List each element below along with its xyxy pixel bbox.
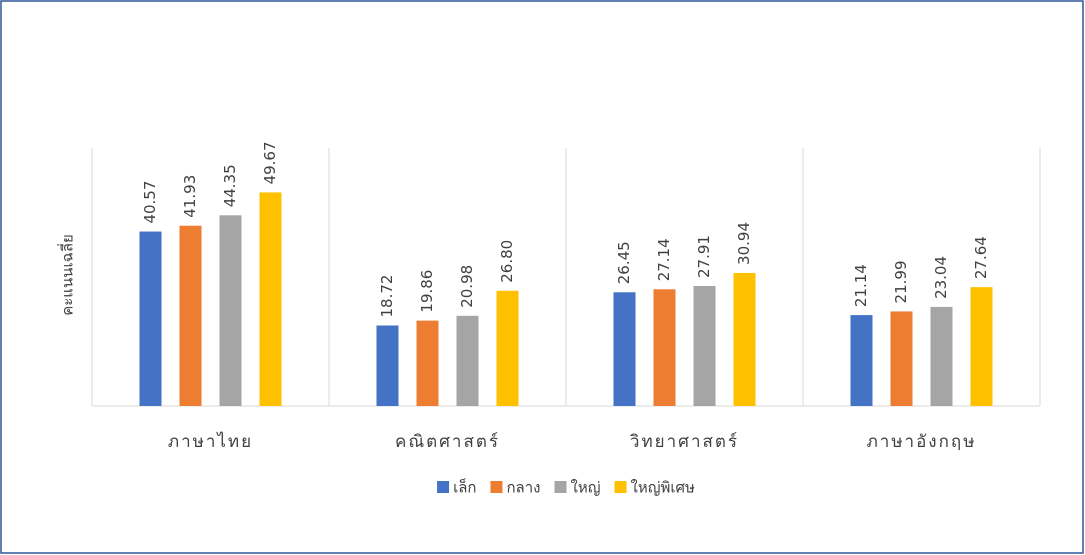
x-tick-label: วิทยาศาสตร์ [629, 432, 739, 452]
legend-swatch [614, 481, 627, 493]
legend-label: กลาง [506, 479, 540, 497]
data-label: 27.91 [695, 235, 713, 278]
bar [139, 231, 162, 406]
bar [496, 290, 519, 406]
legend-swatch [437, 481, 450, 493]
data-label: 21.99 [892, 260, 910, 303]
data-label: 27.64 [972, 236, 990, 279]
data-label: 18.72 [378, 275, 396, 318]
data-label: 20.98 [458, 265, 476, 308]
legend-label: ใหญ่ [571, 479, 601, 497]
bar [179, 225, 202, 406]
legend-swatch [490, 481, 503, 493]
data-label: 30.94 [735, 222, 753, 265]
data-label: 26.45 [615, 241, 633, 284]
legend-label: ใหญ่พิเศษ [631, 479, 696, 497]
x-tick-label: ภาษาไทย [168, 431, 253, 452]
bar [219, 215, 242, 406]
bar [259, 192, 282, 406]
bar [970, 287, 993, 406]
y-axis-label: คะแนนเฉลี่ย [57, 234, 77, 316]
legend-swatch [554, 481, 567, 493]
data-label: 49.67 [261, 141, 279, 184]
data-label: 21.14 [852, 264, 870, 307]
bar [653, 289, 676, 406]
bar [416, 320, 439, 406]
bar [930, 306, 953, 406]
bar [850, 315, 873, 406]
x-tick-label: คณิตศาสตร์ [395, 432, 500, 452]
bar [890, 311, 913, 406]
legend-label: เล็ก [453, 478, 476, 497]
bar [613, 292, 636, 406]
data-label: 44.35 [221, 164, 239, 207]
bar [733, 272, 756, 406]
data-label: 40.57 [141, 181, 159, 224]
data-label: 26.80 [498, 240, 516, 283]
data-label: 23.04 [932, 256, 950, 299]
bar [456, 315, 479, 406]
data-label: 41.93 [181, 175, 199, 218]
bar [376, 325, 399, 406]
x-tick-label: ภาษาอังกฤษ [867, 432, 977, 452]
data-label: 27.14 [655, 238, 673, 281]
bar [693, 285, 716, 406]
data-label: 19.86 [418, 270, 436, 313]
